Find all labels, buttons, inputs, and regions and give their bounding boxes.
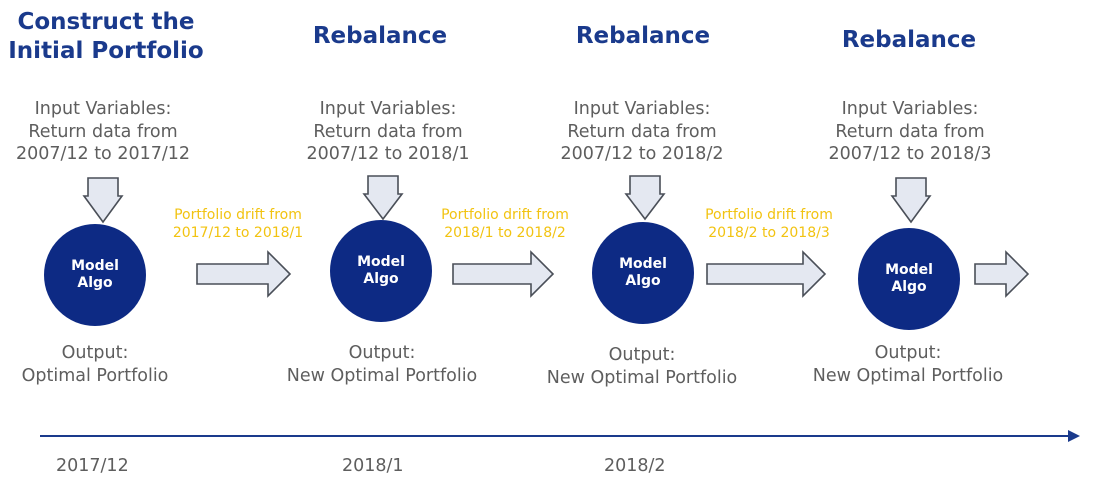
model-algo-circle-3: Model Algo (592, 222, 694, 324)
stage-3-input-line-2: Return data from (567, 121, 717, 142)
timeline-date-3: 2018/2 (604, 456, 666, 476)
stage-1-output-line-2: Optimal Portfolio (21, 365, 169, 386)
timeline-date-2: 2018/1 (342, 456, 404, 476)
drift-3-line-1: Portfolio drift from (705, 207, 833, 223)
stage-1-output-line-1: Output: (61, 343, 129, 363)
stage-1-title: Construct the Initial Portfolio (0, 8, 212, 66)
stage-1-title-line-1: Construct the (17, 9, 195, 35)
stage-4-output: Output: New Optimal Portfolio (808, 342, 1008, 387)
stage-4-input-line-3: 2007/12 to 2018/3 (828, 144, 992, 164)
drift-2-line-1: Portfolio drift from (441, 207, 569, 223)
stage-4-title: Rebalance (819, 26, 999, 55)
stage-3-output-line-2: New Optimal Portfolio (546, 367, 738, 388)
model-algo-2-line-1: Model (357, 254, 405, 270)
stage-4-output-line-2: New Optimal Portfolio (812, 365, 1004, 386)
down-arrow-1 (82, 177, 124, 224)
right-arrow-1 (196, 250, 292, 298)
stage-2-title-line-1: Rebalance (312, 23, 448, 49)
right-arrow-3 (706, 250, 827, 298)
drift-3-line-2: 2018/2 to 2018/3 (708, 225, 830, 241)
stage-1-input: Input Variables: Return data from 2007/1… (13, 98, 193, 166)
stage-4-input: Input Variables: Return data from 2007/1… (820, 98, 1000, 166)
stage-1-input-line-2: Return data from (28, 121, 178, 142)
stage-3-title: Rebalance (553, 22, 733, 51)
down-arrow-3 (624, 175, 666, 221)
model-algo-1-line-2: Algo (77, 275, 113, 291)
down-arrow-4 (890, 177, 932, 224)
stage-2-output-line-1: Output: (348, 343, 416, 363)
stage-2-output-line-2: New Optimal Portfolio (286, 365, 478, 386)
right-arrow-2 (452, 250, 555, 298)
stage-3-input-line-3: 2007/12 to 2018/2 (560, 144, 724, 164)
stage-4-input-line-2: Return data from (835, 121, 985, 142)
model-algo-2-line-2: Algo (363, 271, 399, 287)
down-arrow-2 (362, 175, 404, 221)
drift-1-line-1: Portfolio drift from (174, 207, 302, 223)
model-algo-3-line-1: Model (619, 256, 667, 272)
stage-3-input: Input Variables: Return data from 2007/1… (552, 98, 732, 166)
drift-2: Portfolio drift from 2018/1 to 2018/2 (415, 206, 595, 242)
timeline-date-1: 2017/12 (56, 456, 129, 476)
stage-1-input-line-3: 2007/12 to 2017/12 (15, 144, 191, 164)
model-algo-3-line-2: Algo (625, 273, 661, 289)
stage-2-title: Rebalance (290, 22, 470, 51)
stage-2-input-line-1: Input Variables: (319, 99, 457, 119)
stage-2-output: Output: New Optimal Portfolio (282, 342, 482, 387)
stage-4-output-line-1: Output: (874, 343, 942, 363)
stage-3-input-line-1: Input Variables: (573, 99, 711, 119)
stage-4-title-line-1: Rebalance (841, 27, 977, 53)
timeline-arrow (40, 430, 1080, 442)
stage-3-title-line-1: Rebalance (575, 23, 711, 49)
drift-1: Portfolio drift from 2017/12 to 2018/1 (148, 206, 328, 242)
stage-3-output: Output: New Optimal Portfolio (542, 344, 742, 389)
stage-4-input-line-1: Input Variables: (841, 99, 979, 119)
model-algo-4-line-2: Algo (891, 279, 927, 295)
right-arrow-4 (974, 250, 1030, 298)
stage-2-input-line-2: Return data from (313, 121, 463, 142)
stage-1-title-line-2: Initial Portfolio (8, 38, 204, 64)
stage-2-input: Input Variables: Return data from 2007/1… (298, 98, 478, 166)
drift-1-line-2: 2017/12 to 2018/1 (172, 225, 304, 241)
model-algo-4-line-1: Model (885, 262, 933, 278)
model-algo-1-line-1: Model (71, 258, 119, 274)
drift-3: Portfolio drift from 2018/2 to 2018/3 (679, 206, 859, 242)
model-algo-circle-4: Model Algo (858, 228, 960, 330)
stage-2-input-line-3: 2007/12 to 2018/1 (306, 144, 470, 164)
stage-3-output-line-1: Output: (608, 345, 676, 365)
stage-1-output: Output: Optimal Portfolio (5, 342, 185, 387)
model-algo-circle-2: Model Algo (330, 220, 432, 322)
stage-1-input-line-1: Input Variables: (34, 99, 172, 119)
drift-2-line-2: 2018/1 to 2018/2 (444, 225, 566, 241)
model-algo-circle-1: Model Algo (44, 224, 146, 326)
